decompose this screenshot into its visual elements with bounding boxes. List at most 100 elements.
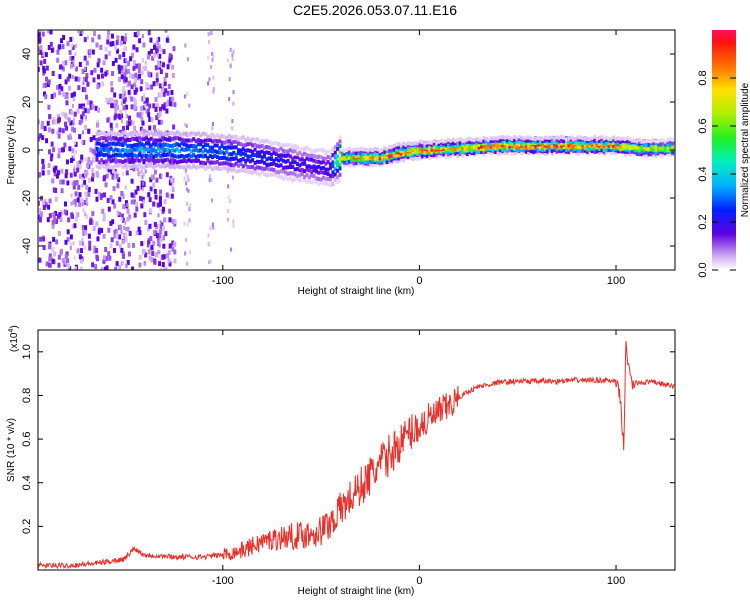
- spectrogram-cell: [173, 221, 177, 227]
- spectrogram-cell: [631, 138, 635, 143]
- spectrogram-cell: [97, 34, 101, 40]
- spectrogram-cell: [619, 136, 623, 141]
- spectrogram-cell: [279, 146, 283, 151]
- spectrogram-cell: [364, 147, 368, 152]
- spectrogram-cell: [211, 57, 214, 62]
- spectrogram-cell: [80, 103, 84, 109]
- spectrogram-cell: [248, 154, 252, 159]
- spectrogram-cell: [274, 163, 278, 168]
- spectrogram-cell: [91, 148, 95, 154]
- spectrogram-cell: [124, 69, 128, 75]
- spectrogram-cell: [107, 30, 111, 35]
- spectrogram-cell: [609, 144, 613, 149]
- spectrogram-cell: [139, 126, 143, 132]
- spectrogram-cell: [120, 230, 123, 235]
- spectrogram-cell: [152, 103, 156, 109]
- spectrogram-cell: [78, 160, 82, 166]
- spectrogram-cell: [63, 121, 67, 127]
- spectrogram-cell: [133, 99, 137, 105]
- spectrogram-cell: [119, 137, 123, 142]
- spectrogram-cell: [468, 148, 472, 153]
- spectrogram-cell: [51, 258, 55, 264]
- spectrogram-cell: [161, 82, 164, 87]
- spectrogram-cell: [232, 134, 236, 139]
- spectrogram-cell: [489, 144, 493, 149]
- spectrogram-cell: [501, 143, 505, 148]
- spectrogram-cell: [121, 160, 125, 165]
- spectrogram-cell: [104, 247, 108, 253]
- spectrogram-cell: [548, 146, 552, 151]
- spectrogram-cell: [211, 160, 215, 165]
- spectrogram-cell: [262, 160, 266, 165]
- spectrogram-cell: [95, 131, 99, 136]
- spectrogram-cell: [209, 31, 212, 36]
- spectrogram-cell: [136, 30, 140, 36]
- spectrogram-cell: [661, 147, 665, 152]
- spectrogram-cell: [522, 140, 526, 145]
- spectrogram-cell: [109, 136, 113, 141]
- spectrogram-cell: [231, 119, 234, 124]
- spectrogram-cell: [132, 44, 136, 50]
- spectrogram-cell: [609, 137, 613, 142]
- spectrogram-cell: [122, 39, 126, 45]
- spectrogram-cell: [158, 233, 162, 239]
- spectrogram-cell: [326, 160, 330, 165]
- spectrogram-cell: [550, 149, 554, 154]
- spectrogram-cell: [119, 142, 123, 147]
- spectrogram-cell: [588, 137, 592, 142]
- spectrogram-cell: [74, 76, 78, 82]
- spectrogram-cell: [77, 184, 81, 190]
- spectrogram-cell: [288, 165, 292, 170]
- spectrogram-cell: [338, 144, 342, 149]
- spectrogram-cell: [605, 140, 609, 145]
- spectrogram-cell: [135, 63, 139, 69]
- spectrogram-cell: [162, 49, 166, 55]
- spectrogram-cell: [310, 180, 314, 185]
- spectrogram-cell: [45, 261, 49, 267]
- spectrogram-cell: [85, 94, 89, 100]
- spectrogram-cell: [154, 194, 158, 200]
- spectrogram-cell: [494, 142, 498, 147]
- spectrogram-cell: [505, 137, 509, 142]
- spectrogram-cell: [150, 245, 154, 251]
- spectrogram-cell: [324, 150, 328, 155]
- spectrogram-cell: [153, 259, 157, 265]
- spectrogram-cell: [126, 162, 130, 167]
- spectrogram-cell: [595, 142, 599, 147]
- spectrogram-cell: [583, 146, 587, 151]
- spectrogram-cell: [229, 152, 233, 157]
- spectrogram-cell: [418, 152, 422, 157]
- spectrogram-cell: [623, 145, 627, 150]
- spectrogram-cell: [124, 64, 128, 70]
- spectrogram-cell: [89, 219, 93, 225]
- spectrogram-cell: [359, 157, 363, 162]
- spectrogram-cell: [411, 145, 415, 150]
- spectrogram-cell: [114, 147, 118, 152]
- spectrogram-cell: [185, 154, 189, 159]
- spectrogram-cell: [110, 103, 114, 109]
- spectrogram-cell: [213, 160, 217, 165]
- spectrogram-cell: [47, 104, 51, 110]
- spectrogram-cell: [81, 139, 84, 144]
- spectrogram-cell: [82, 228, 85, 233]
- spectrogram-cell: [211, 155, 215, 160]
- spectrogram-cell: [517, 134, 521, 139]
- spectrogram-cell: [206, 149, 210, 154]
- spectrogram-cell: [188, 218, 191, 223]
- spectrogram-cell: [600, 134, 604, 139]
- spectrogram-cell: [649, 152, 653, 157]
- spectrogram-cell: [279, 153, 283, 158]
- spectrogram-cell: [388, 148, 392, 153]
- spectrogram-cell: [178, 159, 182, 164]
- spectrogram-cell: [147, 131, 151, 136]
- spectrogram-cell: [229, 160, 232, 165]
- spectrogram-cell: [187, 164, 191, 169]
- spectrogram-cell: [529, 138, 533, 143]
- spectrogram-cell: [118, 196, 122, 202]
- spectrogram-cell: [121, 69, 124, 74]
- spectrogram-cell: [133, 143, 137, 148]
- spectrogram-cell: [383, 158, 387, 163]
- spectrogram-cell: [85, 184, 89, 190]
- spectrogram-y-tick-label: -20: [21, 190, 33, 206]
- spectrogram-cell: [66, 229, 70, 235]
